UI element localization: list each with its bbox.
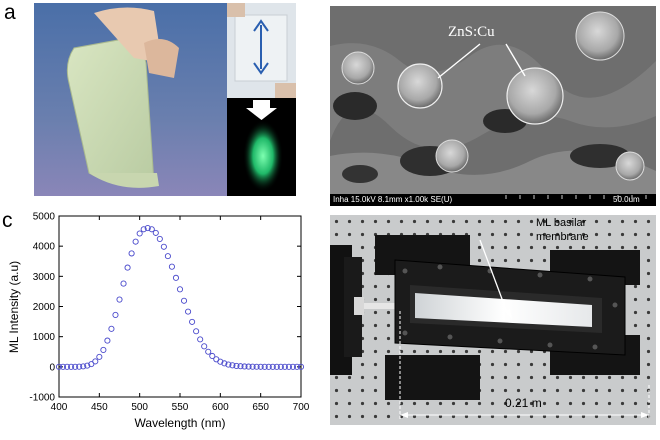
data-point bbox=[241, 363, 248, 370]
data-point bbox=[72, 363, 79, 370]
data-point bbox=[245, 363, 252, 370]
data-point bbox=[55, 363, 63, 370]
data-point bbox=[140, 226, 147, 233]
data-point bbox=[273, 363, 280, 370]
data-point bbox=[84, 362, 91, 369]
data-point bbox=[197, 336, 204, 343]
data-point bbox=[136, 230, 143, 237]
data-point bbox=[237, 363, 244, 370]
data-point bbox=[201, 343, 208, 350]
y-tick-label: 0 bbox=[49, 362, 55, 373]
data-point bbox=[100, 346, 107, 353]
data-point bbox=[164, 253, 171, 260]
membrane-annotation-line2: membrane bbox=[536, 231, 589, 243]
sem-scale-label: 50.0um bbox=[613, 195, 640, 204]
data-point bbox=[128, 250, 135, 257]
data-point bbox=[132, 238, 139, 245]
data-point bbox=[112, 311, 119, 318]
data-point bbox=[205, 348, 212, 355]
data-point bbox=[96, 353, 103, 360]
data-point bbox=[289, 363, 296, 370]
x-tick-label: 450 bbox=[91, 402, 108, 413]
chart-c: -1000 0 1000 2000 3000 4000 5000 400 450 500 550 6… bbox=[0, 205, 320, 435]
data-point bbox=[209, 352, 216, 360]
data-point bbox=[257, 363, 264, 370]
data-point bbox=[249, 363, 256, 370]
data-point bbox=[293, 363, 301, 370]
y-tick-label: 1000 bbox=[33, 332, 56, 343]
data-point bbox=[193, 328, 200, 335]
data-point bbox=[148, 226, 155, 233]
panel-c-label: c bbox=[2, 209, 13, 232]
data-point bbox=[233, 362, 240, 369]
znscu-annotation: ZnS:Cu bbox=[448, 24, 495, 40]
data-point bbox=[124, 264, 131, 271]
data-point bbox=[116, 296, 123, 303]
znscu-particle-1 bbox=[397, 63, 443, 109]
data-point bbox=[152, 229, 159, 236]
x-tick-label: 500 bbox=[131, 402, 148, 413]
data-point bbox=[221, 360, 228, 367]
data-point bbox=[104, 337, 111, 344]
x-tick-label: 700 bbox=[293, 402, 310, 413]
sem-info-text: Inha 15.0kV 8.1mm x1.00k SE(U) bbox=[333, 195, 453, 204]
membrane-annotation-line1: ML basilar bbox=[536, 217, 587, 229]
panel-a-label: a bbox=[4, 1, 16, 24]
data-point bbox=[180, 297, 188, 304]
data-point bbox=[68, 363, 75, 370]
x-tick-label: 600 bbox=[212, 402, 229, 413]
data-point bbox=[76, 363, 83, 370]
x-axis-title: Wavelength (nm) bbox=[135, 416, 226, 430]
data-point bbox=[217, 358, 224, 365]
y-axis-title: ML Intensity (a.u) bbox=[7, 261, 21, 353]
data-point bbox=[108, 325, 115, 332]
data-point bbox=[64, 363, 71, 370]
x-tick-label: 650 bbox=[252, 402, 269, 413]
data-point bbox=[144, 225, 151, 232]
data-point bbox=[269, 363, 276, 370]
panel-b-sem-image: ZnS:Cu Inha 15.0kV 8.1mm x1.00k SE(U) 50… bbox=[330, 6, 656, 206]
y-tick-label: 2000 bbox=[33, 302, 56, 313]
y-tick-label: 3000 bbox=[33, 272, 56, 283]
data-point bbox=[120, 280, 127, 287]
y-tick-label: 5000 bbox=[33, 212, 56, 223]
data-point bbox=[297, 363, 305, 370]
data-point bbox=[253, 363, 260, 370]
data-point bbox=[80, 363, 87, 370]
data-point bbox=[265, 363, 272, 370]
data-point bbox=[229, 362, 236, 369]
data-point bbox=[168, 263, 175, 270]
data-point bbox=[277, 363, 284, 370]
data-point bbox=[189, 318, 196, 325]
znscu-particle-3 bbox=[575, 11, 625, 61]
y-tick-label: -1000 bbox=[29, 393, 55, 404]
panel-a-bend-inset bbox=[227, 3, 296, 98]
data-point bbox=[59, 363, 67, 370]
panel-a-photo bbox=[34, 3, 227, 196]
data-point bbox=[176, 286, 184, 293]
x-tick-label: 550 bbox=[172, 402, 189, 413]
panel-a-emission-inset bbox=[227, 98, 296, 196]
down-arrow-icon bbox=[246, 100, 277, 120]
data-point bbox=[281, 363, 288, 370]
data-point bbox=[225, 361, 232, 368]
data-point bbox=[88, 361, 95, 368]
data-point bbox=[160, 243, 167, 250]
data-point bbox=[285, 363, 292, 370]
data-point bbox=[185, 308, 192, 315]
data-point bbox=[156, 235, 163, 242]
panel-d-photo: ML basilar membrane 0.21 m bbox=[330, 215, 656, 425]
plot-frame bbox=[58, 215, 302, 398]
znscu-particle-2 bbox=[506, 67, 564, 125]
data-point bbox=[261, 363, 268, 370]
data-point bbox=[172, 274, 180, 281]
x-tick-label: 400 bbox=[51, 402, 68, 413]
dimension-label: 0.21 m bbox=[505, 396, 542, 410]
data-point bbox=[92, 358, 99, 365]
y-tick-label: 4000 bbox=[33, 242, 56, 253]
